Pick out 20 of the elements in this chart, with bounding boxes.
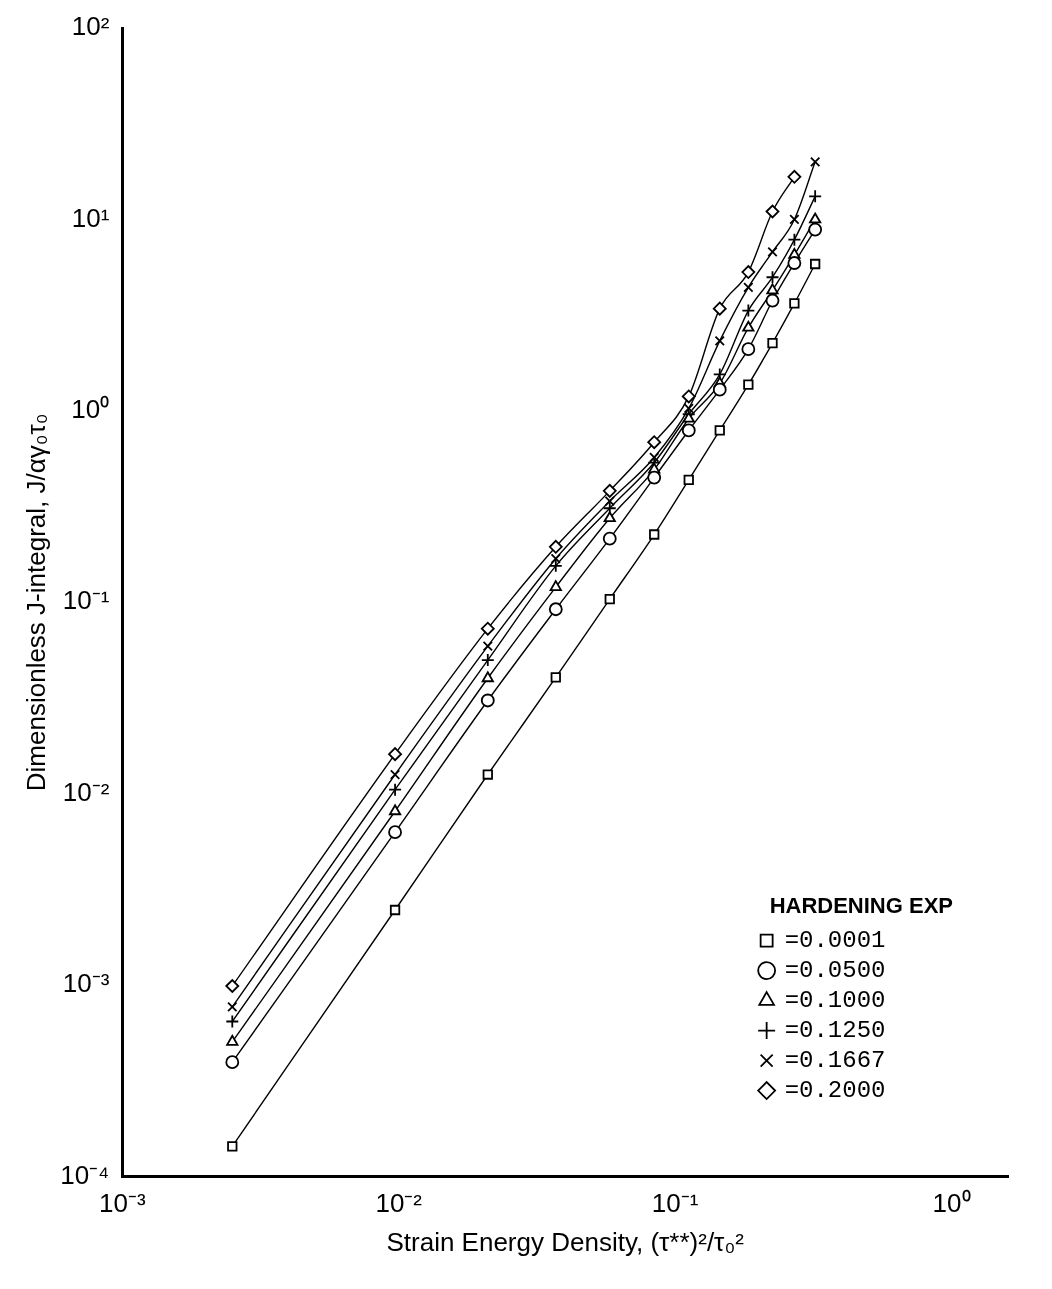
y-tick-label: 10⁻¹: [62, 585, 110, 616]
legend-label: =0.1250: [784, 1016, 886, 1044]
x-tick-label: 10⁻²: [375, 1188, 423, 1219]
x-tick-label: 10⁻³: [99, 1188, 146, 1219]
x-tick-label: 10⁰: [932, 1188, 971, 1219]
x-axis-title: Strain Energy Density, (τ**)²/τ₀²: [386, 1226, 745, 1257]
y-tick-label: 10²: [71, 11, 110, 42]
y-tick-label: 10⁻³: [62, 968, 110, 999]
y-tick-label: 10¹: [71, 202, 110, 233]
y-tick-label: 10⁰: [71, 394, 110, 425]
y-tick-label: 10⁻⁴: [60, 1159, 110, 1190]
y-axis-title: Dimensionless J-integral, J/αγ₀τ₀: [20, 413, 51, 792]
legend-label: =0.2000: [784, 1076, 886, 1104]
legend-label: =0.0001: [784, 926, 886, 954]
y-tick-label: 10⁻²: [62, 776, 110, 807]
legend-label: =0.1000: [784, 986, 886, 1014]
x-tick-label: 10⁻¹: [651, 1188, 699, 1219]
legend-label: =0.0500: [784, 956, 886, 984]
legend-title: HARDENING EXP: [769, 893, 953, 919]
legend-label: =0.1667: [784, 1046, 886, 1074]
